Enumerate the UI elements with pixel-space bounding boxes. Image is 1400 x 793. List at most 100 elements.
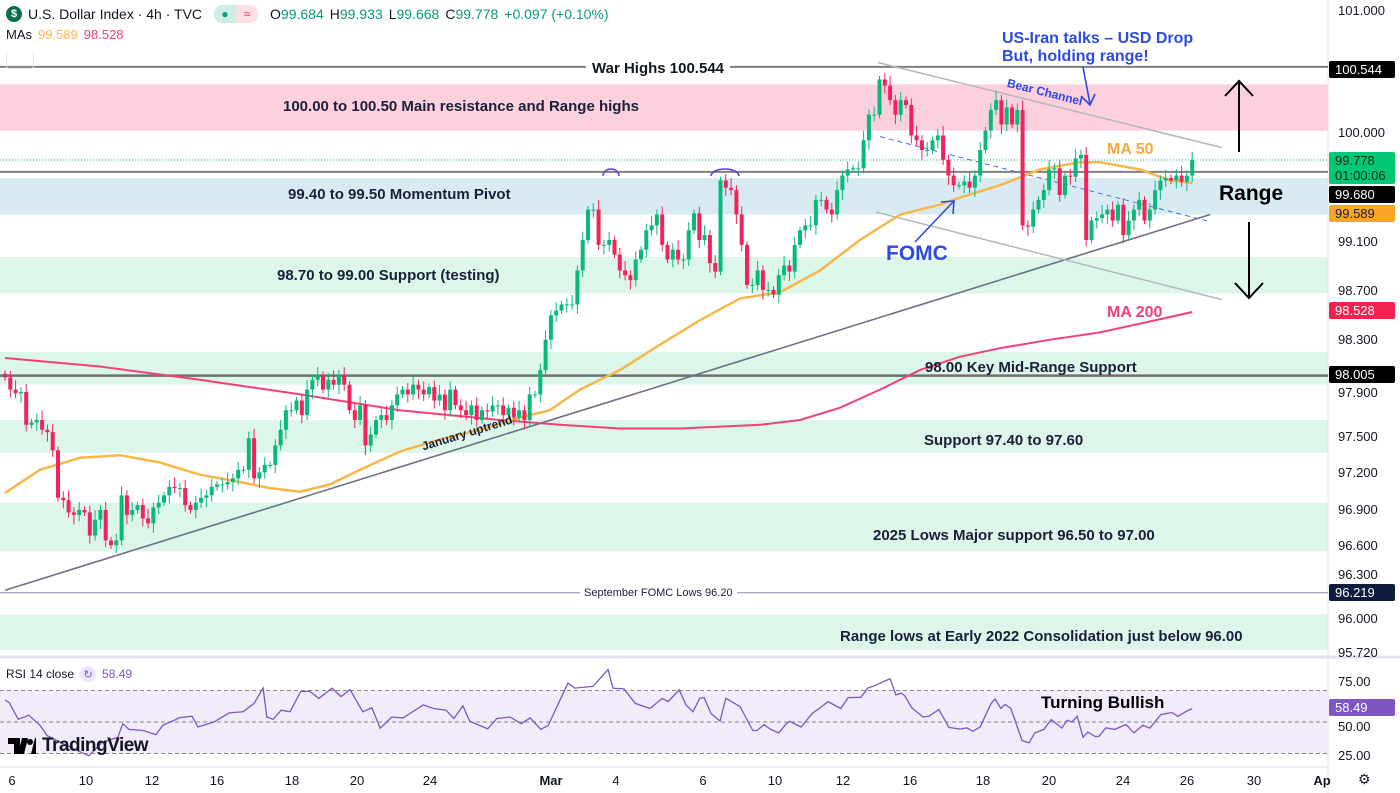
- candle: [718, 176, 723, 276]
- candle: [904, 96, 908, 109]
- candle: [787, 260, 792, 282]
- candle-body: [930, 140, 935, 151]
- candle: [321, 371, 325, 394]
- candle: [480, 406, 484, 424]
- candle: [1057, 160, 1062, 202]
- candle: [692, 209, 696, 234]
- market-status-pill[interactable]: ● ≈: [214, 5, 259, 23]
- candle-body: [517, 410, 522, 418]
- candle-body: [347, 384, 352, 411]
- candle: [1015, 103, 1020, 133]
- candle-body: [114, 540, 119, 546]
- candle-body: [941, 135, 946, 160]
- candle: [1105, 204, 1110, 224]
- candle-body: [967, 181, 972, 188]
- candle-body: [98, 509, 103, 520]
- candle-body: [829, 209, 834, 215]
- ma-legend[interactable]: MAs 99.589 98.528: [6, 27, 124, 42]
- candle: [898, 92, 903, 122]
- candle-body: [342, 374, 347, 385]
- candle: [1169, 174, 1173, 185]
- candle: [697, 206, 702, 249]
- support-testing-label: 98.70 to 99.00 Support (testing): [277, 267, 500, 284]
- candle-body: [299, 400, 304, 416]
- war-highs-label: War Highs 100.544: [586, 60, 731, 77]
- candle-body: [978, 150, 983, 176]
- candle-body: [480, 410, 484, 420]
- rsi-tick: 50.00: [1338, 719, 1371, 734]
- lows-2025-label: 2025 Lows Major support 96.50 to 97.00: [873, 527, 1155, 544]
- candle-body: [999, 100, 1004, 125]
- candle-body: [405, 389, 410, 395]
- candle-body: [559, 304, 564, 311]
- trendlines-layer: [4, 61, 1223, 591]
- candle: [183, 480, 188, 512]
- candle: [745, 241, 749, 289]
- candle: [18, 386, 23, 403]
- candle-body: [872, 114, 877, 116]
- candle-body: [252, 438, 257, 479]
- settings-icon[interactable]: ⚙: [1358, 771, 1371, 787]
- candle: [177, 482, 182, 498]
- candle: [82, 506, 87, 517]
- candle: [490, 395, 495, 417]
- pivot-zone-label: 99.40 to 99.50 Momentum Pivot: [288, 186, 511, 203]
- candle: [1100, 204, 1105, 224]
- candle-body: [1047, 169, 1052, 191]
- candle: [405, 383, 410, 403]
- time-tick: 6: [699, 773, 707, 788]
- candle-body: [124, 495, 129, 515]
- sept-fomc-label: September FOMC Lows 96.20: [580, 587, 737, 599]
- candle-body: [416, 384, 421, 390]
- candle: [919, 135, 924, 160]
- resistance-zone-label: 100.00 to 100.50 Main resistance and Ran…: [283, 98, 639, 115]
- candle-body: [1147, 209, 1152, 221]
- candle-body: [919, 140, 924, 151]
- candle-body: [670, 249, 675, 260]
- candle-body: [1010, 107, 1014, 125]
- candle: [29, 418, 34, 429]
- candle: [527, 386, 532, 427]
- ma200-price-tag: 98.528: [1329, 302, 1395, 319]
- candle: [824, 196, 829, 214]
- bear-channel-mid-line: [879, 136, 1211, 223]
- candle-body: [24, 392, 29, 425]
- candle: [798, 226, 802, 249]
- price-tick: 95.720: [1338, 645, 1378, 661]
- candle-body: [411, 384, 416, 395]
- candle-body: [607, 240, 612, 245]
- candle-body: [586, 209, 590, 241]
- candle-body: [1094, 218, 1099, 221]
- candle-body: [702, 235, 707, 241]
- rsi-legend[interactable]: RSI 14 close ↻ 58.49: [6, 666, 132, 682]
- candles-layer: [3, 72, 1195, 554]
- refresh-icon[interactable]: ↻: [80, 666, 97, 682]
- tradingview-logo[interactable]: TradingView: [8, 735, 149, 757]
- candle-body: [755, 270, 760, 285]
- candle-body: [1078, 154, 1083, 159]
- candle-body: [994, 100, 999, 110]
- candle-body: [241, 469, 246, 471]
- candle-body: [34, 419, 39, 423]
- candle: [209, 478, 214, 502]
- candle-body: [273, 445, 278, 465]
- fomc-label: FOMC: [886, 242, 948, 265]
- us-iran-arrow-icon: [1080, 66, 1096, 107]
- candle-body: [458, 405, 463, 411]
- symbol-title[interactable]: U.S. Dollar Index · 4h · TVC: [28, 6, 203, 22]
- candle-body: [739, 214, 744, 245]
- candle: [236, 461, 241, 485]
- time-tick: 18: [975, 773, 991, 788]
- price-tick: 96.900: [1338, 501, 1378, 517]
- candle: [612, 236, 617, 259]
- candle: [994, 90, 999, 116]
- candle-body: [448, 389, 453, 411]
- candle-body: [310, 379, 315, 390]
- candle-body: [734, 190, 739, 215]
- candle: [819, 191, 824, 207]
- collapse-legend-button[interactable]: [6, 52, 34, 69]
- candle: [485, 403, 490, 420]
- candle: [167, 480, 172, 504]
- candle-body: [1105, 209, 1110, 215]
